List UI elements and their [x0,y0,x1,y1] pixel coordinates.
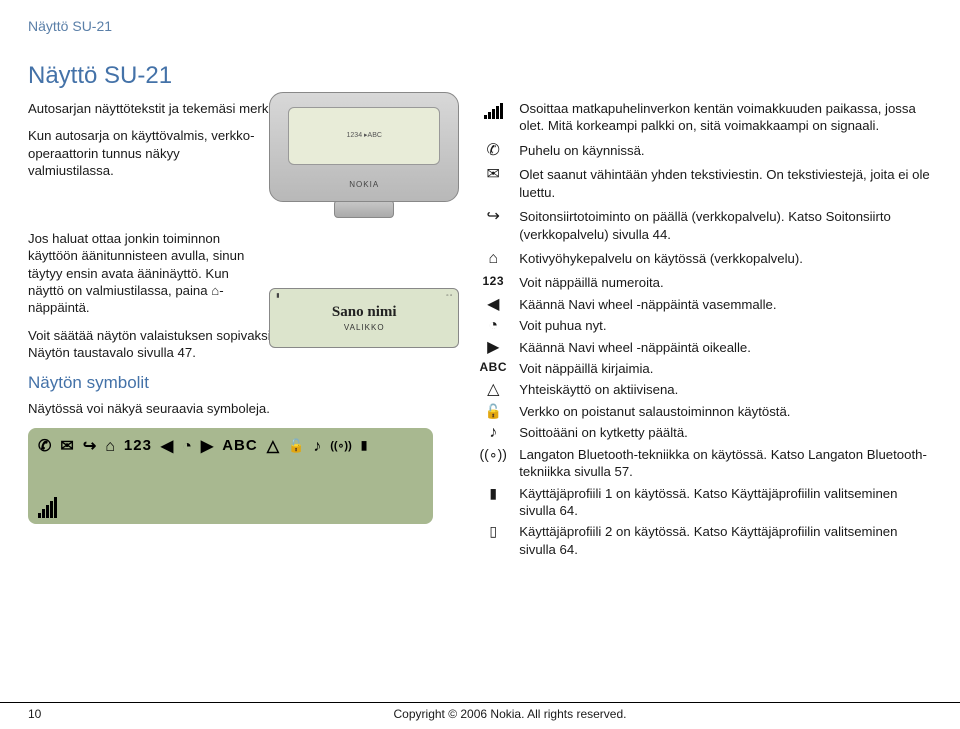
alpha-mode-icon: ABC [222,436,258,456]
symbol-icon: ◔ [479,317,507,334]
symbol-icon: ▶ [479,339,507,356]
symbol-strip-illustration: ✆ ✉ ↪ ⌂ 123 ◀ ◔ ▶ ABC △ 🔓 ♪ ((∘)) ▮ [28,428,433,524]
left-column: Autosarjan näyttötekstit ja tekemäsi mer… [28,100,451,562]
envelope-icon: ✉ [60,436,73,457]
symbol-description: Olet saanut vähintään yhden tekstiviesti… [519,166,932,201]
symbol-icon: ♪ [479,424,507,441]
symbol-description: Soittoääni on kytketty päältä. [519,424,932,441]
symbol-row: 123 Voit näppäillä numeroita. [479,274,932,291]
symbol-definition-list: Osoittaa matkapuhelinverkon kentän voima… [479,100,932,558]
symbol-row: △ Yhteiskäyttö on aktiivisena. [479,381,932,398]
home-icon: ⌂ [105,436,115,457]
left-arrow-icon: ◀ [161,436,173,457]
device-brand-label: NOKIA [270,180,458,191]
symbol-icon [479,100,507,135]
symbol-description: Puhelu on käynnissä. [519,142,932,159]
symbol-icon: ⌂ [479,250,507,267]
unlock-icon: 🔓 [288,437,304,454]
symbol-description: Yhteiskäyttö on aktiivisena. [519,381,932,398]
paragraph: Näytössä voi näkyä seuraavia symboleja. [28,400,451,417]
triangle-icon: △ [267,436,279,457]
symbol-row: ((∘)) Langaton Bluetooth-tekniikka on käy… [479,446,932,481]
symbol-row: ↪ Soitonsiirtotoiminto on päällä (verkkop… [479,208,932,243]
symbol-row: ♪ Soittoääni on kytketty päältä. [479,424,932,441]
note-icon: ♪ [313,436,321,457]
paragraph: Kun autosarja on käyttövalmis, verkko-op… [28,127,258,179]
symbol-row: ◀ Käännä Navi wheel -näppäintä vasemmalle… [479,296,932,313]
signal-icon [38,497,57,518]
symbol-row: ⌂ Kotivyöhykepalvelu on käytössä (verkkop… [479,250,932,267]
device-screen: 1234 ▸ABC [288,107,440,165]
symbol-description: Voit näppäillä kirjaimia. [519,360,932,377]
symbol-row: ◔ Voit puhua nyt. [479,317,932,334]
symbol-row: ✉ Olet saanut vähintään yhden tekstiviest… [479,166,932,201]
symbol-icon: ↪ [479,208,507,243]
two-column-layout: Autosarjan näyttötekstit ja tekemäsi mer… [28,100,932,562]
symbol-row: ✆ Puhelu on käynnissä. [479,142,932,159]
symbol-description: Verkko on poistanut salaustoiminnon käyt… [519,403,932,420]
symbol-description: Käyttäjäprofiili 2 on käytössä. Katso Kä… [519,523,932,558]
symbol-description: Kotivyöhykepalvelu on käytössä (verkkopa… [519,250,932,267]
symbol-description: Voit näppäillä numeroita. [519,274,932,291]
forward-icon: ↪ [83,436,96,457]
numeric-mode-icon: 123 [124,436,152,456]
symbol-row: Osoittaa matkapuhelinverkon kentän voima… [479,100,932,135]
intro-block: Autosarjan näyttötekstit ja tekemäsi mer… [28,100,451,362]
phone-icon: ✆ [38,436,51,457]
symbol-description: Osoittaa matkapuhelinverkon kentän voima… [519,100,932,135]
page-footer: 10 Copyright © 2006 Nokia. All rights re… [0,702,960,721]
symbol-description: Käännä Navi wheel -näppäintä vasemmalle. [519,296,932,313]
symbol-icon: ▯ [479,523,507,558]
symbol-row: ▶ Käännä Navi wheel -näppäintä oikealle. [479,339,932,356]
bluetooth-icon: ((∘)) [330,439,352,454]
copyright-text: Copyright © 2006 Nokia. All rights reser… [60,707,960,721]
voice-prompt-sub: VALIKKO [344,323,385,334]
header-section-link: Näyttö SU-21 [28,18,932,34]
symbol-row: ▮ Käyttäjäprofiili 1 on käytössä. Katso K… [479,485,932,520]
page-title: Näyttö SU-21 [28,62,932,90]
speak-icon: ◔ [182,436,192,457]
voice-prompt-text: Sano nimi [332,303,397,323]
profile1-icon: ▮ [361,438,368,454]
symbol-icon: ◀ [479,296,507,313]
symbol-row: 🔓 Verkko on poistanut salaustoiminnon käy… [479,403,932,420]
device-illustration: 1234 ▸ABC NOKIA [269,92,459,212]
symbol-description: Langaton Bluetooth-tekniikka on käytössä… [519,446,932,481]
symbol-icon: 🔓 [479,403,507,420]
symbol-description: Käännä Navi wheel -näppäintä oikealle. [519,339,932,356]
symbol-icon: ▮ [479,485,507,520]
symbol-icon: ((∘)) [479,446,507,481]
symbol-row: ▯ Käyttäjäprofiili 2 on käytössä. Katso K… [479,523,932,558]
symbol-description: Voit puhua nyt. [519,317,932,334]
page-number: 10 [0,707,60,721]
symbol-description: Käyttäjäprofiili 1 on käytössä. Katso Kä… [519,485,932,520]
symbol-description: Soitonsiirtotoiminto on päällä (verkkopa… [519,208,932,243]
symbol-icon: ✉ [479,166,507,201]
right-arrow-icon: ▶ [201,436,213,457]
paragraph: Jos haluat ottaa jonkin toiminnon käyttö… [28,230,258,317]
symbol-row: ABC Voit näppäillä kirjaimia. [479,360,932,377]
symbols-subheading: Näytön symbolit [28,372,451,394]
symbol-icon: △ [479,381,507,398]
right-column: Osoittaa matkapuhelinverkon kentän voima… [479,100,932,562]
symbol-icon: 123 [479,274,507,291]
symbol-icon: ABC [479,360,507,377]
voice-prompt-illustration: ▮▫ ▫ Sano nimi VALIKKO [269,288,459,348]
symbol-icon: ✆ [479,142,507,159]
